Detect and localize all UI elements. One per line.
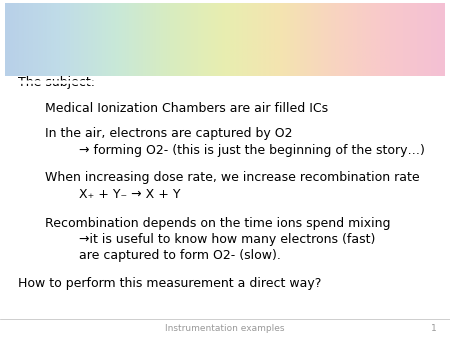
Text: X₊ + Y₋ → X + Y: X₊ + Y₋ → X + Y (79, 188, 180, 201)
Text: Recombination depends on the time ions spend mixing: Recombination depends on the time ions s… (45, 217, 391, 230)
Bar (0, 3, 5, 76)
Text: Medical Ionization Chambers are air filled ICs: Medical Ionization Chambers are air fill… (45, 102, 328, 115)
Circle shape (2, 73, 9, 79)
Text: When increasing dose rate, we increase recombination rate: When increasing dose rate, we increase r… (45, 171, 419, 184)
Text: → forming O2- (this is just the beginning of the story…): → forming O2- (this is just the beginnin… (79, 144, 425, 157)
Text: →it is useful to know how many electrons (fast): →it is useful to know how many electrons… (79, 234, 375, 246)
Text: Instrumentation examples: Instrumentation examples (165, 324, 285, 333)
Text: are captured to form O2- (slow).: are captured to form O2- (slow). (79, 249, 281, 262)
Text: In the air, electrons are captured by O2: In the air, electrons are captured by O2 (45, 127, 292, 140)
Text: How to perform this measurement a direct way?: How to perform this measurement a direct… (18, 277, 321, 290)
Circle shape (2, 1, 9, 6)
Text: The subject:: The subject: (18, 76, 95, 89)
Bar (445, 3, 450, 76)
Text: Electrons capture in the air: Electrons capture in the air (14, 29, 303, 48)
Text: 1: 1 (431, 324, 436, 333)
Circle shape (441, 73, 448, 79)
Circle shape (441, 1, 448, 6)
